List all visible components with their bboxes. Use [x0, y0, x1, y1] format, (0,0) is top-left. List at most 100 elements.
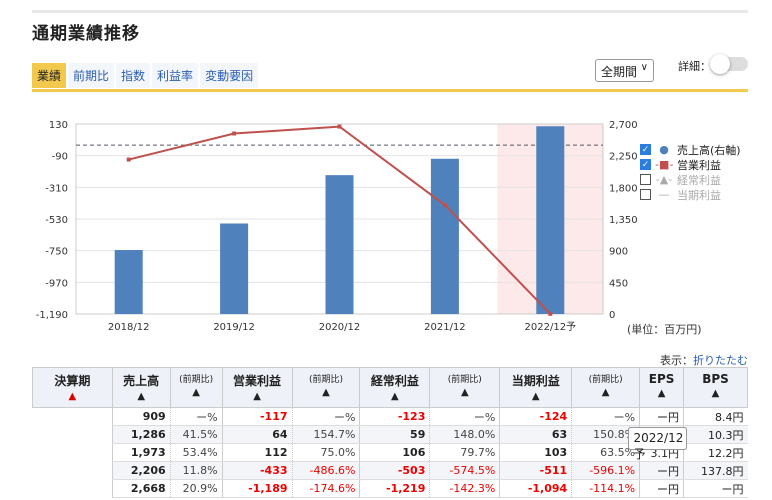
table-cell: -123 — [359, 407, 430, 426]
left-tick-label: -750 — [45, 247, 68, 258]
bar-sales — [536, 126, 565, 314]
tab-performance[interactable]: 業績 — [32, 63, 67, 88]
col-operating-yoy[interactable]: (前期比) ▲ — [291, 367, 361, 408]
table-cell: ー円 — [639, 407, 684, 426]
col-eps[interactable]: EPS ▲ — [639, 367, 685, 408]
sort-icon: ▲ — [601, 387, 610, 398]
table-cell: 137.8円 — [683, 461, 748, 480]
line-marker-icon: -■- — [655, 158, 674, 171]
tab-factors[interactable]: 変動要因 — [200, 63, 259, 88]
sort-asc-icon: ▲ — [68, 391, 77, 402]
chart-legend: ✓ ● 売上高(右軸) ✓ -■- 営業利益 -▲- 経常利益 — 当期利益 — [640, 142, 741, 202]
table-cell: -1,219 — [359, 479, 430, 498]
col-period[interactable]: 決算期 ▲ — [32, 367, 113, 408]
legend-item-ordinary[interactable]: -▲- 経常利益 — [640, 172, 741, 187]
table-row: 2022/12予 2,668 20.9% -1,189 -174.6% -1,219 -14… — [33, 426, 748, 498]
performance-table: 決算期 ▲ 売上高 ▲ (前期比) ▲ 営業利益 ▲ (前期比) ▲ 経常利益 ▲ (前期比… — [32, 367, 748, 498]
left-tick-label: 130 — [49, 120, 68, 131]
legend-label-operating: 営業利益 — [677, 158, 721, 172]
x-tick-label: 2018/12 — [108, 322, 150, 333]
x-tick-label: 2022/12予 — [525, 321, 577, 333]
checkbox-empty-icon — [640, 189, 651, 200]
right-tick-label: 0 — [609, 310, 615, 321]
sort-icon: ▲ — [460, 387, 469, 398]
table-cell: 1,973 — [111, 443, 171, 462]
right-tick-label: 450 — [609, 278, 628, 289]
table-row: 2021/122,20611.8%-433-486.6%-503-574.5%-… — [33, 426, 748, 480]
table-cell: 8.4円 — [683, 407, 748, 426]
toggle-knob — [710, 54, 730, 74]
bar-sales — [325, 175, 354, 314]
col-ordinary[interactable]: 経常利益 ▲ — [359, 367, 431, 408]
sort-icon: ▲ — [192, 387, 200, 398]
table-cell: 75.0% — [291, 443, 360, 462]
tab-yoy[interactable]: 前期比 — [68, 63, 115, 88]
right-tick-label: 1,350 — [609, 215, 638, 226]
table-cell: ー円 — [639, 479, 684, 498]
detail-toggle[interactable] — [710, 54, 748, 74]
line-marker-icon: -▲- — [655, 173, 673, 186]
col-label: 経常利益 — [370, 374, 419, 388]
table-cell: -511 — [499, 461, 572, 480]
col-sales-yoy[interactable]: (前期比) ▲ — [169, 367, 223, 408]
col-label: 営業利益 — [233, 374, 282, 388]
col-label: EPS — [648, 372, 675, 386]
table-cell: -486.6% — [291, 461, 360, 480]
table-cell: 63.5% — [571, 443, 640, 462]
tab-margin[interactable]: 利益率 — [152, 63, 199, 88]
col-net-yoy[interactable]: (前期比) ▲ — [571, 367, 641, 408]
line-marker-icon: — — [658, 188, 670, 201]
col-operating[interactable]: 営業利益 ▲ — [221, 367, 293, 408]
sort-icon: ▲ — [657, 388, 666, 399]
tab-index[interactable]: 指数 — [116, 63, 151, 88]
display-fold: 表示：折りたたむ — [660, 352, 748, 368]
col-ordinary-yoy[interactable]: (前期比) ▲ — [429, 367, 501, 408]
bar-sales — [114, 250, 143, 314]
table-cell: 112 — [221, 443, 293, 462]
col-net[interactable]: 当期利益 ▲ — [499, 367, 573, 408]
table-cell: ー円 — [639, 461, 684, 480]
sort-icon: ▲ — [253, 391, 261, 402]
col-label: 決算期 — [54, 374, 91, 388]
legend-label-net: 当期利益 — [677, 188, 721, 202]
period-select-value: 全期間 — [601, 65, 638, 79]
table-cell: 41.5% — [169, 425, 223, 444]
col-label: 当期利益 — [511, 374, 560, 388]
right-tick-label: 2,250 — [609, 152, 638, 163]
table-cell: -1,094 — [499, 479, 572, 498]
sort-icon: ▲ — [137, 391, 146, 402]
legend-item-net[interactable]: — 当期利益 — [640, 187, 741, 202]
table-cell: 909 — [111, 407, 171, 426]
table-cell: ー% — [291, 407, 360, 426]
bar-sales — [220, 223, 249, 314]
page-title: 通期業績推移 — [32, 24, 140, 44]
table-cell: 64 — [221, 425, 293, 444]
collapse-link[interactable]: 折りたたむ — [693, 354, 748, 367]
sort-icon: ▲ — [322, 387, 330, 398]
unit-label: (単位：百万円) — [627, 323, 702, 336]
left-tick-label: -310 — [45, 183, 68, 194]
table-cell: ー% — [571, 407, 640, 426]
table-cell: ー% — [429, 407, 500, 426]
table-cell: -114.1% — [571, 479, 640, 498]
col-bps[interactable]: BPS ▲ — [683, 367, 748, 408]
right-tick-label: 900 — [609, 247, 628, 258]
sort-icon: ▲ — [391, 391, 399, 402]
point-operating — [232, 131, 237, 136]
col-label: (前期比) — [179, 375, 214, 385]
col-sales[interactable]: 売上高 ▲ — [111, 367, 171, 408]
table-cell: 59 — [359, 425, 430, 444]
circle-marker-icon: ● — [659, 143, 669, 156]
point-operating — [337, 124, 342, 129]
col-label: 売上高 — [123, 374, 160, 388]
table-cell: 63 — [499, 425, 572, 444]
table-cell: 148.0% — [429, 425, 500, 444]
table-cell: 79.7% — [429, 443, 500, 462]
period-select[interactable]: 全期間 ∨ — [595, 59, 654, 82]
table-cell: 2,206 — [111, 461, 171, 480]
x-tick-label: 2021/12 — [424, 322, 466, 333]
legend-item-sales[interactable]: ✓ ● 売上高(右軸) — [640, 142, 741, 157]
table-cell: ー円 — [683, 479, 748, 498]
legend-item-operating[interactable]: ✓ -■- 営業利益 — [640, 157, 741, 172]
performance-chart: 130 -90 -310 -530 -750 -970 -1,190 2,700 2,250 1,… — [36, 120, 638, 333]
